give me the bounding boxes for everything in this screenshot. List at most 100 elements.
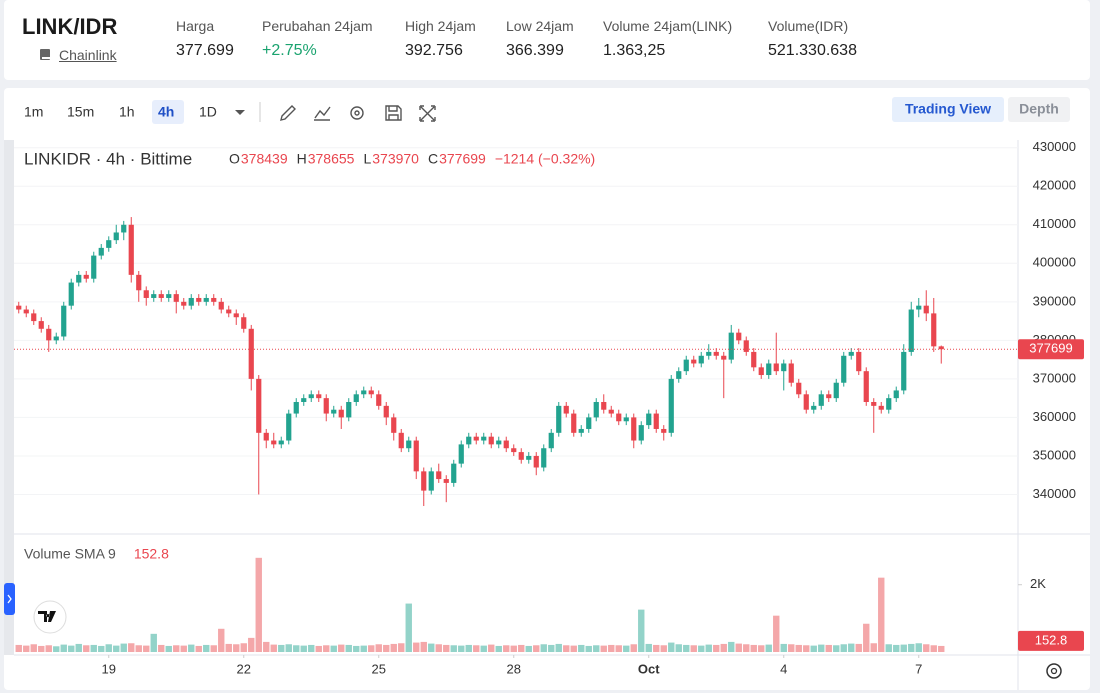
coin-link[interactable]: Chainlink	[59, 47, 117, 63]
volume-bar	[375, 644, 382, 652]
volume-bar	[510, 645, 517, 652]
ohlc-key: H	[297, 151, 307, 167]
book-icon	[40, 49, 50, 60]
volume-bar	[803, 645, 810, 652]
candle-body	[263, 432, 269, 441]
x-tick-label: 4	[780, 661, 787, 676]
volume-bar	[15, 644, 22, 652]
candle-body	[428, 471, 434, 491]
candle-body	[128, 224, 134, 275]
fullscreen-icon[interactable]	[419, 105, 436, 122]
axis-settings[interactable]	[1046, 663, 1062, 679]
candle-body	[278, 440, 284, 445]
x-tick-label: 28	[507, 661, 521, 676]
stat-value: 392.756	[405, 42, 463, 59]
volume-title: Volume SMA 9	[24, 546, 116, 562]
volume-bar	[450, 645, 457, 652]
change-text: −1214 (−0.32%)	[495, 151, 595, 167]
volume-bar	[840, 644, 847, 652]
candle-body	[818, 394, 824, 406]
indicator-icon[interactable]	[314, 106, 331, 121]
candle-body	[721, 355, 727, 360]
candle-body	[46, 328, 52, 341]
interval[interactable]: 4h	[158, 104, 174, 120]
candle-body	[563, 405, 569, 414]
volume-bar	[720, 643, 727, 652]
candle-body	[571, 413, 577, 433]
candle-body	[53, 336, 59, 341]
last-price-badge	[1018, 339, 1084, 360]
candle-body	[98, 247, 104, 256]
candle-body	[91, 255, 97, 279]
candle-body	[391, 417, 397, 433]
volume-bar	[848, 643, 855, 652]
candle-body	[121, 224, 127, 233]
volume-bar	[158, 644, 165, 652]
side-toggle-arrow	[7, 594, 12, 604]
volume-bar	[495, 645, 502, 652]
interval-active-bg	[152, 100, 184, 124]
candle-body	[841, 355, 847, 383]
volume-bar	[300, 645, 307, 652]
volume-bar	[668, 642, 675, 652]
axis-settings-dot	[1050, 667, 1058, 675]
volume-bar	[533, 645, 540, 652]
volume-bar	[383, 644, 390, 652]
volume-bar	[660, 645, 667, 652]
ticker-header: LINK/IDR Chainlink Harga 377.699 Perubahan…	[4, 0, 1090, 80]
settings-icon[interactable]	[350, 106, 364, 120]
volume-bar	[728, 641, 735, 652]
tab[interactable]: Depth	[1019, 101, 1059, 117]
interval[interactable]: 1D	[199, 104, 217, 120]
interval[interactable]: 1h	[119, 104, 135, 120]
candle-body	[346, 402, 352, 418]
volume-bar	[780, 643, 787, 652]
candle-body	[293, 402, 299, 414]
tab[interactable]: Trading View	[905, 101, 991, 117]
y-tick-label: 420000	[1033, 178, 1076, 193]
candle-body	[901, 351, 907, 391]
save-icon[interactable]	[385, 105, 402, 121]
volume-bar	[210, 645, 217, 652]
volume-bar	[653, 644, 660, 652]
volume-bar	[458, 645, 465, 652]
volume-bar	[540, 644, 547, 652]
candle-body	[466, 436, 472, 445]
candle-body	[323, 398, 329, 414]
stat-value: 377.699	[176, 42, 234, 59]
volume-bar	[353, 645, 360, 652]
volume-bar	[308, 644, 315, 652]
side-toggle[interactable]	[4, 583, 15, 615]
candle-body	[166, 294, 172, 298]
candle-body	[338, 409, 344, 418]
volume-bar	[480, 645, 487, 652]
candle-body	[616, 413, 622, 422]
candle-body	[871, 402, 877, 406]
volume-bar	[750, 644, 757, 652]
volume-bar	[818, 644, 825, 652]
draw-icon[interactable]	[280, 105, 296, 121]
candle-body	[248, 328, 254, 379]
candle-body	[301, 398, 307, 402]
volume-bar	[38, 645, 45, 652]
volume-bar	[833, 645, 840, 652]
volume-bar	[698, 645, 705, 652]
candle-body	[683, 359, 689, 372]
volume-bar	[173, 645, 180, 652]
candle-body	[331, 409, 337, 414]
candle-body	[676, 371, 682, 379]
stat: Low 24jam 366.399	[506, 18, 574, 60]
volume-bar	[45, 645, 52, 652]
interval[interactable]: 1m	[24, 104, 43, 120]
interval[interactable]: 15m	[67, 104, 94, 120]
ohlc-value: 373970	[372, 151, 419, 167]
candle-body	[631, 417, 637, 441]
candle-body	[256, 378, 262, 433]
candle-body	[751, 351, 757, 368]
stat-label: Perubahan 24jam	[262, 18, 373, 34]
candle-body	[548, 432, 554, 449]
volume-bar	[263, 641, 270, 652]
volume-bar	[113, 645, 120, 652]
volume-bar	[53, 646, 60, 652]
y-tick-label: 370000	[1033, 370, 1076, 385]
